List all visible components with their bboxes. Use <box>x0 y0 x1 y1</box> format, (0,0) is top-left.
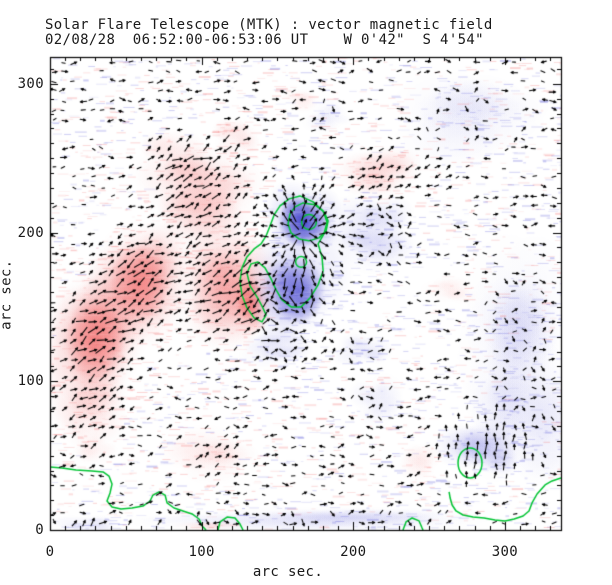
x-tick-label: 100 <box>188 544 215 560</box>
x-tick-label: 0 <box>45 544 55 560</box>
y-tick-label: 100 <box>17 373 44 390</box>
y-tick-label: 0 <box>35 522 44 538</box>
x-axis-label: arc sec. <box>252 564 324 580</box>
y-tick-label: 200 <box>17 224 44 241</box>
y-axis-label: arc sec. <box>0 259 15 330</box>
plot-subtitle-datetime: 02/08/28 06:52:00-06:53:06 UT W 0'42" S … <box>45 32 484 48</box>
x-tick-label: 300 <box>491 544 519 560</box>
y-tick-label: 300 <box>17 75 44 92</box>
x-tick-label: 200 <box>340 544 367 560</box>
plot-title: Solar Flare Telescope (MTK) : vector mag… <box>45 17 493 33</box>
